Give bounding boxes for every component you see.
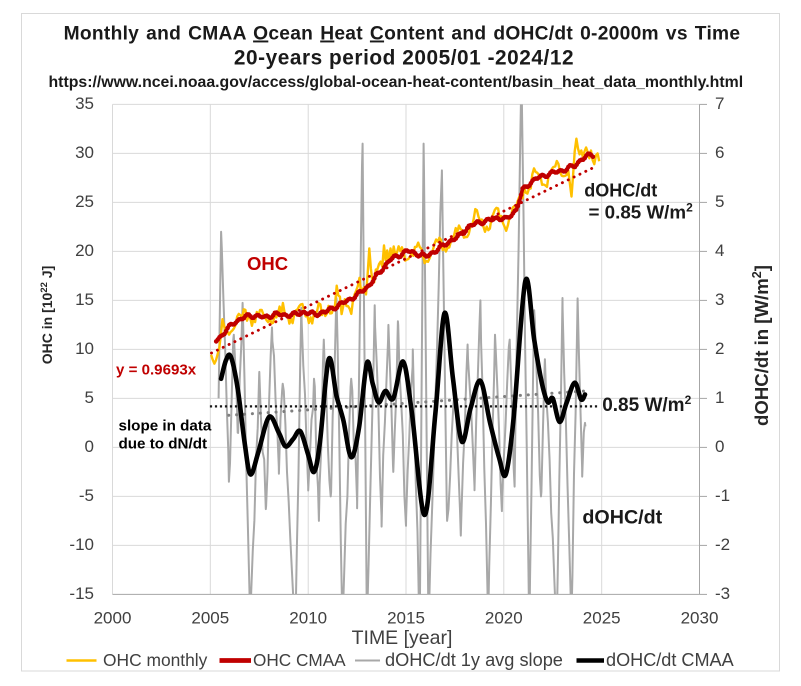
svg-text:0: 0 bbox=[85, 437, 94, 456]
svg-text:TIME [year]: TIME [year] bbox=[352, 627, 453, 649]
svg-text:Monthly and CMAA Ocean Heat Co: Monthly and CMAA Ocean Heat Content and … bbox=[64, 24, 741, 45]
svg-text:-3: -3 bbox=[715, 584, 730, 603]
svg-text:10: 10 bbox=[75, 339, 94, 358]
svg-text:OHC CMAA: OHC CMAA bbox=[253, 650, 346, 670]
svg-text:-2: -2 bbox=[715, 535, 730, 554]
svg-text:7: 7 bbox=[715, 94, 724, 113]
svg-text:= 0.85 W/m2: = 0.85 W/m2 bbox=[589, 201, 694, 223]
svg-text:0.85 W/m2: 0.85 W/m2 bbox=[602, 393, 691, 416]
svg-text:https://www.ncei.noaa.gov/acce: https://www.ncei.noaa.gov/access/global-… bbox=[48, 74, 743, 91]
svg-text:dOHC/dt: dOHC/dt bbox=[584, 181, 657, 201]
svg-text:5: 5 bbox=[715, 192, 724, 211]
svg-text:20-years period 2005/01 -2024/: 20-years period 2005/01 -2024/12 bbox=[234, 47, 574, 70]
svg-text:-10: -10 bbox=[69, 535, 94, 554]
svg-text:30: 30 bbox=[75, 143, 94, 162]
svg-text:y = 0.9693x: y = 0.9693x bbox=[116, 361, 197, 378]
svg-text:6: 6 bbox=[715, 143, 724, 162]
svg-text:dOHC/dt CMAA: dOHC/dt CMAA bbox=[606, 650, 735, 670]
svg-text:dOHC/dt 1y avg slope: dOHC/dt 1y avg slope bbox=[385, 650, 563, 670]
svg-text:dOHC/dt: dOHC/dt bbox=[582, 507, 662, 529]
svg-text:due to dN/dt: due to dN/dt bbox=[119, 435, 208, 452]
svg-text:25: 25 bbox=[75, 192, 94, 211]
svg-text:dOHC/dt in [W/m2]: dOHC/dt in [W/m2] bbox=[750, 265, 772, 426]
svg-text:OHC monthly: OHC monthly bbox=[103, 650, 208, 670]
svg-text:15: 15 bbox=[75, 290, 94, 309]
svg-text:2015: 2015 bbox=[387, 609, 425, 628]
svg-text:2: 2 bbox=[715, 339, 724, 358]
svg-text:2000: 2000 bbox=[94, 609, 132, 628]
svg-text:OHC in [1022 J]: OHC in [1022 J] bbox=[39, 266, 56, 365]
svg-text:-15: -15 bbox=[69, 584, 94, 603]
svg-text:0: 0 bbox=[715, 437, 724, 456]
svg-text:4: 4 bbox=[715, 241, 724, 260]
svg-text:2005: 2005 bbox=[191, 609, 229, 628]
svg-text:OHC: OHC bbox=[247, 253, 288, 274]
svg-text:2025: 2025 bbox=[583, 609, 621, 628]
svg-text:2020: 2020 bbox=[485, 609, 523, 628]
svg-text:-1: -1 bbox=[715, 486, 730, 505]
svg-text:20: 20 bbox=[75, 241, 94, 260]
svg-text:35: 35 bbox=[75, 94, 94, 113]
svg-text:3: 3 bbox=[715, 290, 724, 309]
svg-text:-5: -5 bbox=[79, 486, 94, 505]
svg-text:5: 5 bbox=[85, 388, 94, 407]
svg-text:slope in data: slope in data bbox=[119, 418, 212, 435]
svg-text:2030: 2030 bbox=[681, 609, 719, 628]
svg-text:2010: 2010 bbox=[289, 609, 327, 628]
svg-text:1: 1 bbox=[715, 388, 724, 407]
